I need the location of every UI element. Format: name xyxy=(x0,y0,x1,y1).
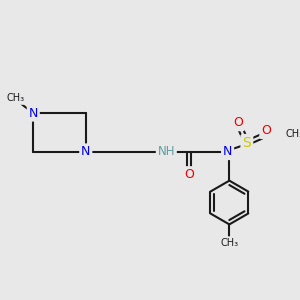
Text: O: O xyxy=(261,124,271,137)
Text: O: O xyxy=(184,168,194,181)
Text: CH₃: CH₃ xyxy=(7,93,25,103)
Text: N: N xyxy=(28,107,38,120)
Text: CH₃: CH₃ xyxy=(285,129,300,139)
Text: NH: NH xyxy=(158,145,175,158)
Text: CH₃: CH₃ xyxy=(220,238,238,248)
Text: N: N xyxy=(223,145,232,158)
Text: O: O xyxy=(233,116,243,129)
Text: N: N xyxy=(81,145,91,158)
Text: S: S xyxy=(242,136,251,150)
